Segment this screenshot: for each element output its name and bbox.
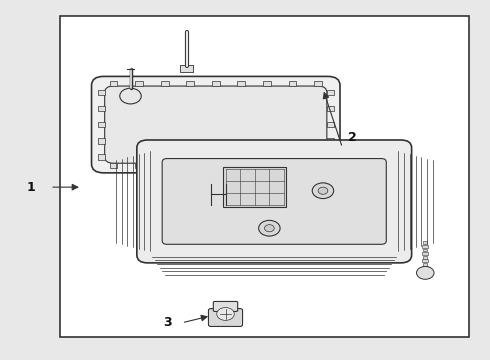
Circle shape xyxy=(259,220,280,236)
Bar xyxy=(98,90,105,95)
FancyBboxPatch shape xyxy=(162,158,386,244)
Bar xyxy=(422,266,428,269)
Bar xyxy=(263,163,271,168)
FancyBboxPatch shape xyxy=(137,140,412,263)
FancyBboxPatch shape xyxy=(213,301,238,311)
Bar xyxy=(135,81,143,86)
Bar xyxy=(422,252,428,255)
Bar xyxy=(423,249,427,251)
Bar xyxy=(110,163,117,168)
Bar xyxy=(238,81,245,86)
Bar xyxy=(161,163,169,168)
Bar xyxy=(423,242,427,244)
Bar xyxy=(327,122,334,127)
Bar xyxy=(289,163,296,168)
FancyBboxPatch shape xyxy=(208,309,243,327)
Circle shape xyxy=(318,187,328,194)
Circle shape xyxy=(265,225,274,232)
Bar xyxy=(186,81,194,86)
FancyBboxPatch shape xyxy=(223,167,287,207)
Bar xyxy=(327,106,334,111)
Circle shape xyxy=(312,183,334,199)
Bar xyxy=(212,163,220,168)
Text: 1: 1 xyxy=(27,181,35,194)
Bar xyxy=(423,256,427,258)
Circle shape xyxy=(416,266,434,279)
Text: 3: 3 xyxy=(163,316,172,329)
Bar xyxy=(110,81,117,86)
Bar xyxy=(327,154,334,159)
Bar xyxy=(98,106,105,111)
Bar xyxy=(98,138,105,144)
Bar xyxy=(422,245,428,248)
Bar xyxy=(327,138,334,144)
Bar xyxy=(161,81,169,86)
FancyBboxPatch shape xyxy=(60,16,469,337)
Bar xyxy=(180,65,193,72)
Bar xyxy=(98,122,105,127)
Bar xyxy=(327,90,334,95)
Circle shape xyxy=(217,307,234,320)
Circle shape xyxy=(120,88,141,104)
FancyBboxPatch shape xyxy=(92,76,340,173)
Bar xyxy=(186,163,194,168)
Bar xyxy=(98,154,105,159)
Bar xyxy=(422,259,428,262)
Bar xyxy=(289,81,296,86)
Bar xyxy=(263,81,271,86)
Bar xyxy=(314,81,322,86)
FancyBboxPatch shape xyxy=(105,86,327,163)
Bar xyxy=(314,163,322,168)
Text: 2: 2 xyxy=(348,131,357,144)
Bar xyxy=(238,163,245,168)
Bar xyxy=(423,263,427,266)
Bar xyxy=(135,163,143,168)
Bar xyxy=(212,81,220,86)
